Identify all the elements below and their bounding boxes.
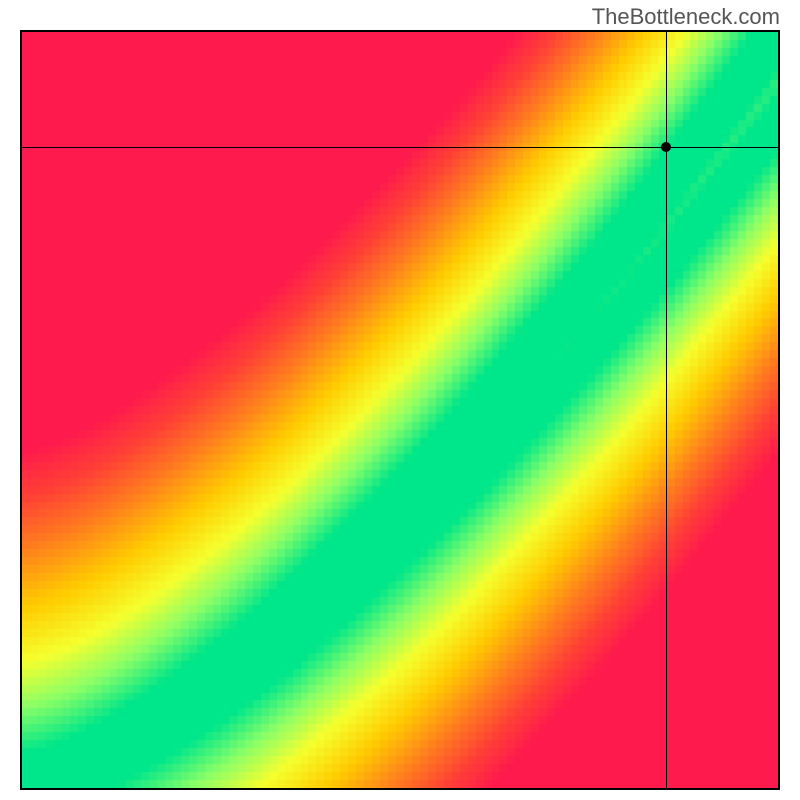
plot-area <box>20 30 780 790</box>
chart-container: TheBottleneck.com <box>0 0 800 800</box>
watermark-text: TheBottleneck.com <box>592 4 780 30</box>
marker-dot <box>661 142 671 152</box>
